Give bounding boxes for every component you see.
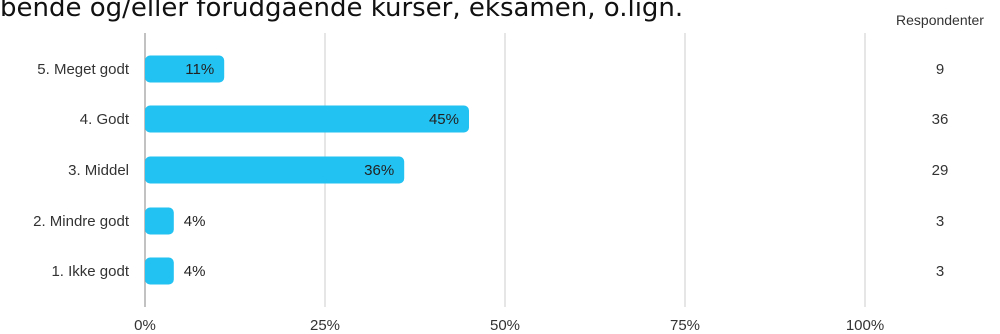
x-tick-label: 100% (846, 317, 884, 334)
respondent-count: 29 (932, 162, 949, 179)
bar (145, 105, 469, 133)
chart-title: bende og/eller forudgående kurser, eksam… (0, 0, 684, 23)
category-label: 1. Ikke godt (51, 263, 129, 280)
bar-value-label: 4% (184, 213, 206, 230)
bar-value-label: 45% (429, 111, 459, 128)
bar (145, 156, 405, 184)
category-label: 5. Meget godt (37, 61, 130, 78)
respondents-header: Respondenter (896, 12, 984, 28)
bars: 11% 45% 36% 4% 4% (145, 55, 469, 285)
respondent-counts: 9 36 29 3 3 (932, 61, 949, 280)
category-label: 2. Mindre godt (33, 213, 130, 230)
category-labels: 5. Meget godt 4. Godt 3. Middel 2. Mindre g… (33, 61, 130, 280)
x-tick-label: 75% (670, 317, 700, 334)
respondent-count: 36 (932, 111, 949, 128)
bar-value-label: 36% (364, 162, 394, 179)
respondent-count: 3 (936, 263, 944, 280)
respondent-count: 3 (936, 213, 944, 230)
bar-value-label: 4% (184, 263, 206, 280)
x-tick-label: 0% (134, 317, 156, 334)
category-label: 4. Godt (80, 111, 130, 128)
respondent-count: 9 (936, 61, 944, 78)
bar-value-label: 11% (185, 61, 214, 78)
x-tick-label: 50% (490, 317, 520, 334)
x-tick-label: 25% (310, 317, 340, 334)
bar (145, 257, 174, 285)
bar (145, 55, 225, 83)
x-tick-labels: 0% 25% 50% 75% 100% (134, 317, 884, 334)
category-label: 3. Middel (68, 162, 129, 179)
bar (145, 207, 174, 235)
